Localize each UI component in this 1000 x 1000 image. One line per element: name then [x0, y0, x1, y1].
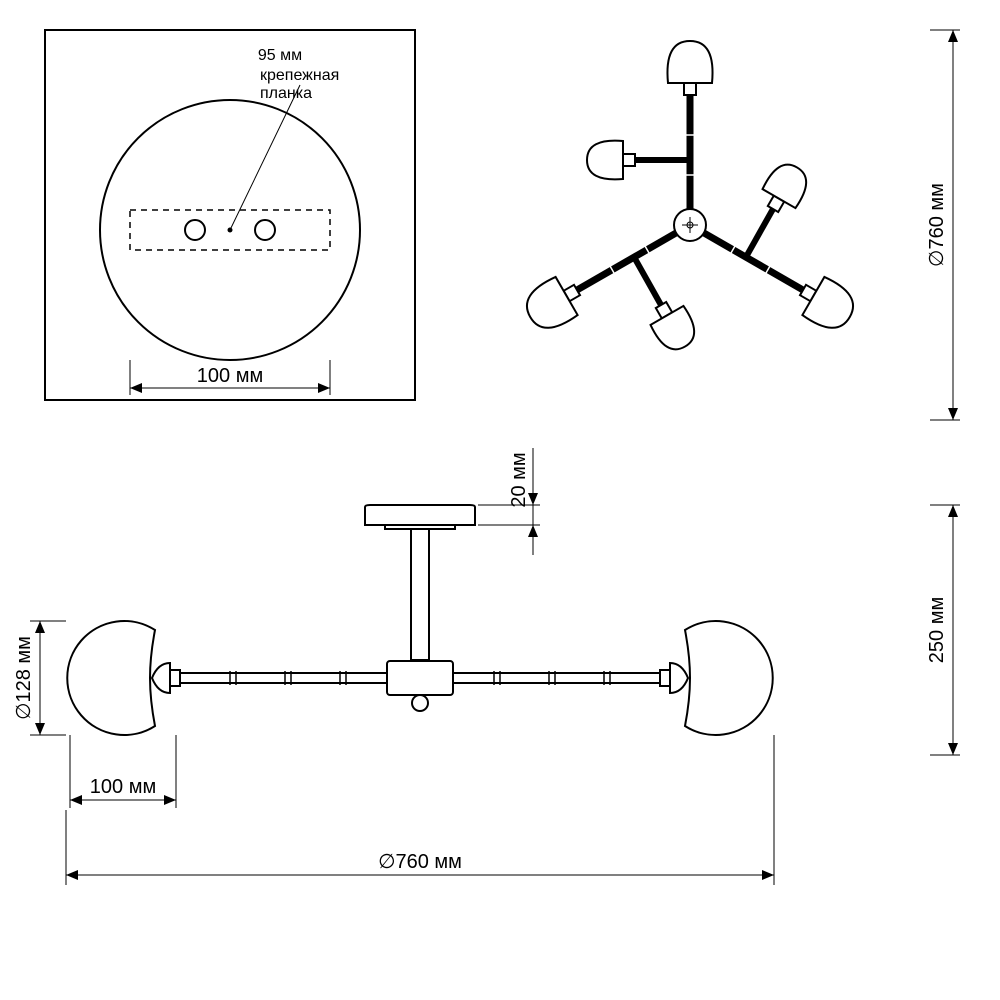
- label-95mm: 95 мм: [258, 47, 302, 64]
- shade-side-3: [644, 295, 702, 356]
- mounting-detail: 95 мм крепежная планка 100 мм: [45, 30, 415, 400]
- shade-main-3: [519, 270, 588, 336]
- pointer-line: [230, 85, 300, 230]
- dim-globe-128: ∅128 мм: [13, 621, 66, 735]
- dim-height-250: 250 мм: [926, 505, 960, 755]
- top-view: ∅760 мм: [519, 30, 960, 420]
- side-view: 20 мм ∅128 мм 100 мм ∅760 мм: [13, 448, 960, 885]
- label-top-760: ∅760 мм: [926, 183, 948, 267]
- dim-span-760: ∅760 мм: [66, 735, 774, 885]
- dim-canopy-20: 20 мм: [478, 448, 540, 555]
- arm-dr: [704, 158, 861, 337]
- shade-main-2: [792, 270, 861, 336]
- label-canopy-100: 100 мм: [197, 365, 263, 387]
- hub-body: [387, 661, 453, 695]
- label-bracket-2: планка: [260, 85, 312, 102]
- label-bracket-1: крепежная: [260, 67, 339, 84]
- label-globe-100: 100 мм: [90, 776, 156, 798]
- shade-side-2: [756, 158, 814, 219]
- arm-dl: [519, 233, 702, 356]
- technical-drawing: 95 мм крепежная планка 100 мм: [0, 0, 1000, 1000]
- dim-top-760: ∅760 мм: [926, 30, 960, 420]
- shade-main-1: [667, 41, 712, 95]
- arm-left: [178, 673, 387, 683]
- arm-right: [453, 673, 662, 683]
- stem: [411, 529, 429, 660]
- mounting-hole-right: [255, 220, 275, 240]
- shade-side-1: [587, 141, 635, 180]
- mounting-hole-left: [185, 220, 205, 240]
- holder-right: [660, 663, 688, 693]
- dim-globe-100: 100 мм: [70, 735, 176, 808]
- label-128mm: ∅128 мм: [13, 636, 35, 720]
- label-span-760: ∅760 мм: [378, 851, 462, 873]
- hub-ball: [412, 695, 428, 711]
- holder-left: [152, 663, 180, 693]
- globe-left: [67, 621, 155, 735]
- label-20mm: 20 мм: [508, 452, 530, 507]
- label-250mm: 250 мм: [926, 597, 948, 663]
- arm-up: [587, 41, 713, 209]
- canopy: [365, 505, 475, 529]
- globe-right: [685, 621, 773, 735]
- dim-canopy-100: 100 мм: [130, 360, 330, 395]
